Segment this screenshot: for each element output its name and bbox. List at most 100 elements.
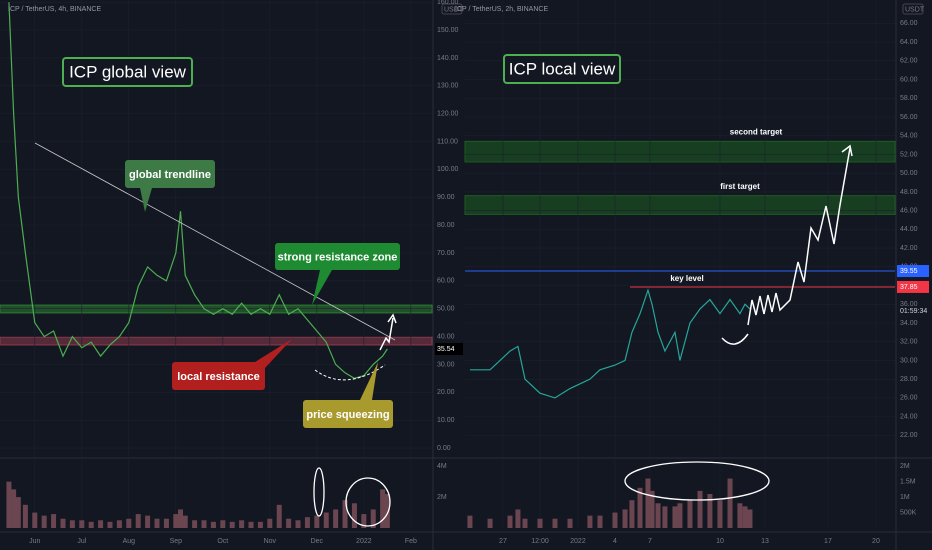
- volume-bar: [629, 500, 635, 528]
- volume-bar: [380, 489, 386, 528]
- volume-bar: [333, 509, 339, 528]
- level-label: key level: [670, 274, 703, 283]
- x-tick-label: 7: [648, 538, 652, 545]
- volume-bar: [220, 520, 226, 528]
- volume-bar: [11, 489, 17, 528]
- y-tick-label: 22.00: [900, 432, 918, 439]
- volume-bar: [192, 520, 198, 528]
- volume-bar: [687, 500, 693, 528]
- y-tick-label: 36.00: [900, 301, 918, 308]
- unit-label: USDT: [444, 6, 464, 13]
- volume-bar: [742, 506, 748, 528]
- volume-bar: [69, 520, 75, 528]
- volume-bar: [342, 500, 348, 528]
- zone: [0, 336, 433, 346]
- y-tick-label: 130.00: [437, 83, 459, 90]
- price-line: [8, 2, 388, 380]
- y-tick-label: 60.00: [437, 278, 455, 285]
- volume-bar: [79, 520, 85, 528]
- volume-bar: [248, 521, 254, 528]
- volume-bar: [717, 500, 723, 528]
- hand-arrow: [379, 313, 397, 351]
- x-tick-label: Nov: [264, 538, 277, 545]
- callout-box: [172, 362, 265, 390]
- volume-bar: [6, 481, 12, 528]
- x-tick-label: Jul: [77, 538, 86, 545]
- volume-bar: [707, 494, 713, 528]
- callout-text: ICP local view: [509, 59, 616, 78]
- x-tick-label: Aug: [123, 538, 136, 545]
- volume-bar: [370, 509, 376, 528]
- volume-bar: [15, 497, 21, 528]
- zone: [464, 195, 896, 215]
- volume-bar: [239, 520, 245, 528]
- zone-label: second target: [730, 127, 783, 136]
- last-price-tag: [435, 343, 463, 356]
- annotations-layer: ICP / TetherUS, 4h, BINANCE USDT 0.00 10.00…: [8, 0, 929, 545]
- y-tick-label: 62.00: [900, 58, 918, 65]
- volume-bar: [154, 518, 160, 528]
- volume-bar: [727, 478, 733, 528]
- volume-bar: [597, 515, 603, 528]
- chart-header: ICP / TetherUS, 2h, BINANCE: [455, 6, 548, 13]
- volume-bar: [51, 514, 57, 528]
- volume-bar: [672, 506, 678, 528]
- x-tick-label: Dec: [311, 538, 324, 545]
- volume-bar: [747, 509, 753, 528]
- volume-tick-label: 1.5M: [900, 478, 916, 485]
- zone: [464, 140, 896, 163]
- volume-bar: [88, 521, 94, 528]
- callout-pointer: [312, 270, 332, 305]
- y-tick-label: 30.00: [900, 357, 918, 364]
- volume-bar: [351, 503, 357, 528]
- callout-pointer: [360, 362, 378, 400]
- x-tick-label: Feb: [405, 538, 417, 545]
- volume-bar: [361, 514, 367, 528]
- volume-bar: [637, 487, 643, 528]
- callout-text: strong resistance zone: [278, 251, 398, 263]
- y-tick-label: 32.00: [900, 339, 918, 346]
- volume-tick-label: 1M: [900, 494, 910, 501]
- volume-bar: [737, 503, 743, 528]
- y-tick-label: 30.00: [437, 361, 455, 368]
- volume-bar: [145, 515, 151, 528]
- volume-bar: [612, 512, 618, 528]
- y-tick-label: 160.00: [437, 0, 459, 6]
- volume-bar: [552, 518, 558, 528]
- x-tick-label: Sep: [170, 538, 183, 545]
- volume-bar: [276, 504, 282, 528]
- volume-tick-label: 2M: [437, 494, 447, 501]
- callout-text: global trendline: [129, 169, 211, 181]
- volume-bar: [645, 478, 651, 528]
- volume-bar: [286, 518, 292, 528]
- y-tick-label: 24.00: [900, 413, 918, 420]
- y-tick-label: 0.00: [437, 445, 451, 452]
- hand-projection: [747, 144, 853, 326]
- y-tick-label: 34.00: [900, 320, 918, 327]
- y-tick-label: 120.00: [437, 111, 459, 118]
- zone-label: first target: [720, 182, 760, 191]
- y-tick-label: 40.00: [437, 333, 455, 340]
- x-tick-label: 10: [716, 538, 724, 545]
- unit-badge: [441, 3, 463, 15]
- volume-bar: [697, 490, 703, 528]
- volume-bar: [41, 515, 47, 528]
- hand-curve: [721, 333, 749, 345]
- unit-label: USDT: [905, 6, 925, 13]
- volume-bar: [649, 490, 655, 528]
- volume-bar: [22, 504, 28, 528]
- chart-header: ICP / TetherUS, 4h, BINANCE: [8, 6, 101, 13]
- x-tick-label: 13: [761, 538, 769, 545]
- x-tick-label: 2022: [570, 538, 586, 545]
- volume-highlight: [345, 477, 391, 527]
- volume-bar: [201, 520, 207, 528]
- volume-bar: [178, 509, 184, 528]
- y-tick-label: 26.00: [900, 395, 918, 402]
- volume-bar: [257, 521, 263, 528]
- volume-bar: [135, 514, 141, 528]
- trendline: [34, 142, 396, 341]
- callout-box: [62, 57, 193, 87]
- y-tick-label: 100.00: [437, 166, 459, 173]
- volume-bar: [304, 517, 310, 528]
